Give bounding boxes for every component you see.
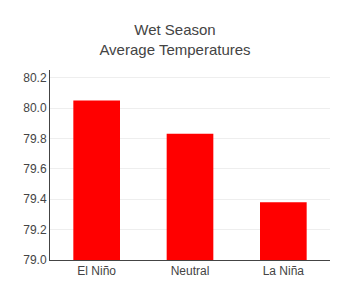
svg-text:79.8: 79.8 xyxy=(23,132,47,146)
svg-text:La Niña: La Niña xyxy=(263,264,305,278)
svg-text:El Niño: El Niño xyxy=(77,264,116,278)
svg-text:Neutral: Neutral xyxy=(171,264,210,278)
svg-text:79.6: 79.6 xyxy=(23,162,47,176)
svg-text:80.0: 80.0 xyxy=(23,101,47,115)
svg-text:79.4: 79.4 xyxy=(23,192,47,206)
svg-text:79.0: 79.0 xyxy=(23,253,47,267)
svg-text:Wet SeasonAverage Temperatures: Wet SeasonAverage Temperatures xyxy=(99,21,250,58)
svg-text:80.2: 80.2 xyxy=(23,71,47,85)
svg-text:79.2: 79.2 xyxy=(23,223,47,237)
